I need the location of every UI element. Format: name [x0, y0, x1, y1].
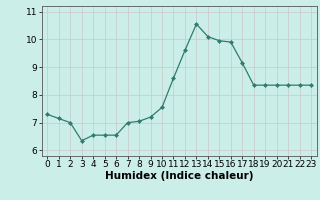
X-axis label: Humidex (Indice chaleur): Humidex (Indice chaleur) [105, 171, 253, 181]
